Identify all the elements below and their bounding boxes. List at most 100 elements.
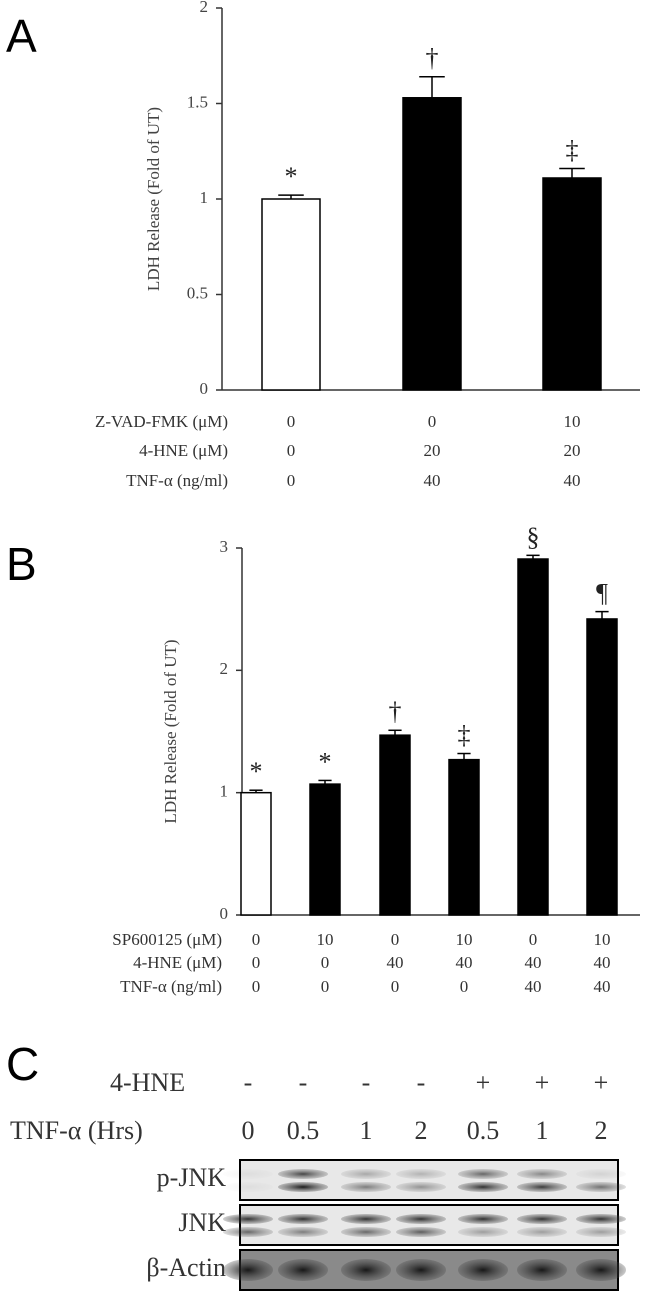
treatment-value: +	[476, 1068, 491, 1097]
bar	[240, 791, 272, 916]
condition-value: 0	[321, 953, 330, 972]
band	[278, 1182, 328, 1192]
treatment-value: 2	[415, 1116, 428, 1145]
condition-label: TNF-α (ng/ml)	[120, 977, 222, 996]
panel-label: B	[6, 538, 37, 590]
condition-value: 0	[321, 977, 330, 996]
condition-value: 20	[424, 441, 441, 460]
band	[576, 1169, 626, 1179]
condition-value: 0	[287, 471, 296, 490]
condition-value: 0	[287, 412, 296, 431]
band	[278, 1227, 328, 1237]
band	[223, 1214, 273, 1224]
band	[223, 1259, 273, 1281]
y-tick-label: 2	[220, 659, 229, 678]
treatment-value: 0.5	[467, 1116, 500, 1145]
y-tick-label: 0	[200, 379, 209, 398]
treatment-value: -	[362, 1068, 371, 1097]
annotation: *	[250, 757, 263, 786]
band	[396, 1259, 446, 1281]
y-axis-label: LDH Release (Fold of UT)	[144, 107, 163, 291]
band	[458, 1169, 508, 1179]
condition-value: 0	[252, 930, 261, 949]
annotation: *	[285, 162, 298, 191]
bar	[402, 97, 462, 391]
annotation: ‡	[566, 135, 579, 164]
condition-value: 0	[428, 412, 437, 431]
annotation: †	[426, 44, 439, 73]
condition-value: 0	[529, 930, 538, 949]
band	[517, 1227, 567, 1237]
blot-row-label: JNK	[178, 1208, 226, 1237]
panel-label: A	[6, 10, 37, 62]
band	[458, 1227, 508, 1237]
condition-label: 4-HNE (μM)	[139, 441, 228, 460]
treatment-value: -	[244, 1068, 253, 1097]
treatment-value: 2	[595, 1116, 608, 1145]
treatment-value: 0	[242, 1116, 255, 1145]
blot-row-label: β-Actin	[146, 1253, 226, 1282]
band	[396, 1214, 446, 1224]
treatment-value: 1	[360, 1116, 373, 1145]
treatment-value: 1	[536, 1116, 549, 1145]
band	[341, 1227, 391, 1237]
condition-value: 10	[456, 930, 473, 949]
condition-value: 0	[287, 441, 296, 460]
condition-value: 10	[564, 412, 581, 431]
band	[341, 1214, 391, 1224]
treatment-label: 4-HNE	[110, 1068, 185, 1097]
band	[341, 1169, 391, 1179]
panel-label: C	[6, 1038, 39, 1090]
band	[517, 1182, 567, 1192]
condition-value: 40	[424, 471, 441, 490]
annotation: *	[319, 747, 332, 776]
annotation: §	[527, 522, 540, 551]
y-tick-label: 0.5	[187, 283, 208, 302]
y-axis-label: LDH Release (Fold of UT)	[161, 639, 180, 823]
band	[576, 1259, 626, 1281]
band	[458, 1214, 508, 1224]
band	[223, 1227, 273, 1237]
band	[223, 1182, 273, 1192]
annotation: †	[389, 697, 402, 726]
bar	[586, 618, 618, 916]
bar	[542, 177, 602, 391]
condition-value: 20	[564, 441, 581, 460]
annotation: ¶	[596, 579, 608, 608]
treatment-value: -	[417, 1068, 426, 1097]
band	[278, 1169, 328, 1179]
annotation: ‡	[458, 720, 471, 749]
band	[458, 1182, 508, 1192]
band	[341, 1182, 391, 1192]
y-tick-label: 3	[220, 537, 229, 556]
bar	[448, 758, 480, 916]
bar	[261, 198, 321, 391]
blot-frame	[239, 1204, 619, 1246]
band	[396, 1182, 446, 1192]
condition-value: 40	[387, 953, 404, 972]
condition-value: 10	[594, 930, 611, 949]
band	[223, 1169, 273, 1179]
band	[278, 1214, 328, 1224]
condition-value: 0	[391, 930, 400, 949]
condition-value: 10	[317, 930, 334, 949]
bar	[309, 783, 341, 916]
condition-label: 4-HNE (μM)	[133, 953, 222, 972]
y-tick-label: 1	[200, 188, 209, 207]
band	[576, 1182, 626, 1192]
band	[396, 1227, 446, 1237]
blot-frame	[239, 1159, 619, 1201]
y-tick-label: 2	[200, 0, 209, 16]
band	[517, 1214, 567, 1224]
band	[576, 1227, 626, 1237]
band	[576, 1214, 626, 1224]
condition-value: 40	[594, 977, 611, 996]
band	[278, 1259, 328, 1281]
bar	[517, 558, 549, 916]
treatment-label: TNF-α (Hrs)	[10, 1116, 143, 1145]
condition-value: 40	[456, 953, 473, 972]
condition-value: 40	[564, 471, 581, 490]
condition-label: TNF-α (ng/ml)	[126, 471, 228, 490]
condition-value: 0	[460, 977, 469, 996]
band	[396, 1169, 446, 1179]
